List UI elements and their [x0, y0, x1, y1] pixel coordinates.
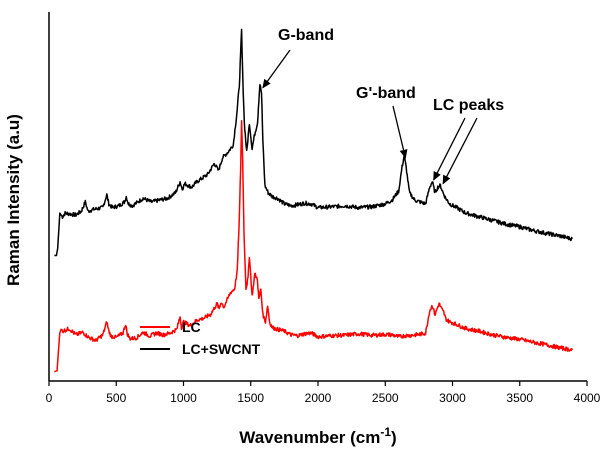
x-tick-label-0: 0: [46, 391, 53, 405]
x-tick-label-2000: 2000: [305, 391, 332, 405]
x-axis-label-suffix: ): [391, 428, 397, 447]
series-line-lc-swcnt: [54, 28, 573, 257]
x-ticks: 0 500 1000 1500 2000 2500 3000 3500 4000: [46, 381, 601, 405]
annotation-arrow-3: [433, 117, 466, 181]
annotation-g-band: G-band: [278, 27, 334, 44]
x-tick-label-1000: 1000: [170, 391, 197, 405]
annotation-g-band: G'-band: [356, 85, 416, 102]
x-tick-label-3500: 3500: [506, 391, 533, 405]
annotation-arrow-4: [442, 117, 478, 185]
legend-label-lc-swcnt: LC+SWCNT: [182, 341, 261, 357]
x-tick-label-4000: 4000: [574, 391, 601, 405]
series-group: [54, 28, 573, 373]
annotations: G-band G'-band LC peaks: [262, 27, 504, 185]
annotation-lc-peaks: LC peaks: [433, 97, 504, 114]
annotation-arrow-1: [262, 49, 291, 89]
y-axis-label: Raman Intensity (a.u): [4, 114, 23, 286]
x-axis-label-superscript: -1: [380, 425, 391, 439]
legend-label-lc: LC: [182, 319, 201, 335]
x-tick-label-3000: 3000: [439, 391, 466, 405]
x-tick-label-500: 500: [106, 391, 126, 405]
series-line-lc: [54, 119, 573, 373]
annotation-arrow-2: [392, 105, 408, 159]
legend: LC LC+SWCNT: [140, 319, 261, 357]
x-axis-label: Wavenumber (cm-1): [239, 425, 396, 447]
x-tick-label-1500: 1500: [237, 391, 264, 405]
x-tick-label-2500: 2500: [372, 391, 399, 405]
